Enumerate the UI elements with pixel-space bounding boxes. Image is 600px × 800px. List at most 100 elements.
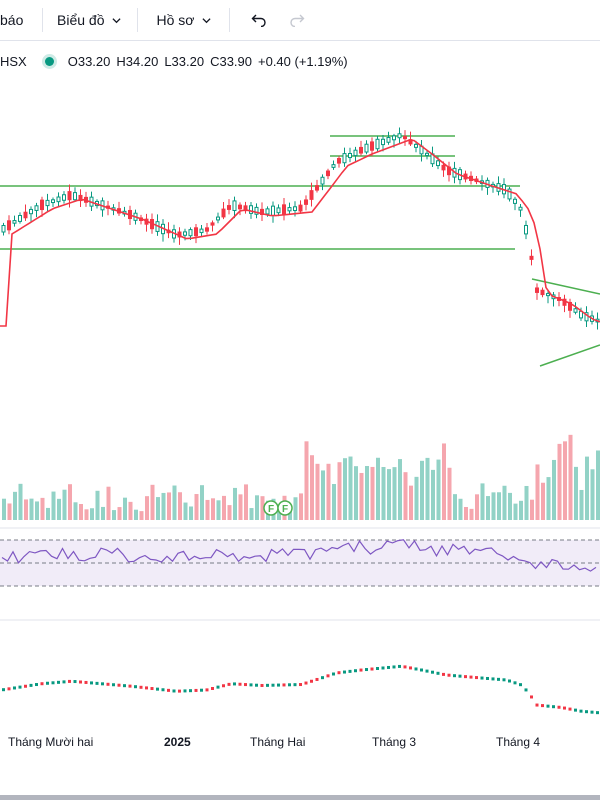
volume-bar: [13, 491, 17, 520]
lower-candle: [84, 680, 88, 684]
profile-menu-button[interactable]: Hồ sơ: [156, 0, 212, 40]
candlesticks: [1, 127, 600, 330]
volume-bar: [24, 499, 28, 520]
volume-bar: [530, 499, 534, 520]
candle-body: [45, 199, 50, 207]
event-marker[interactable]: F: [263, 500, 279, 516]
volume-bar: [46, 507, 50, 520]
lower-candle: [431, 670, 434, 674]
undo-button[interactable]: [244, 0, 274, 40]
lower-candle: [222, 684, 225, 688]
top-toolbar: báo Biểu đồ Hồ sơ: [0, 0, 600, 41]
lower-candle: [535, 703, 539, 707]
candle-body: [232, 200, 237, 211]
exchange-label[interactable]: HSX: [0, 53, 27, 69]
volume-bar: [90, 508, 94, 520]
lower-candle: [376, 667, 379, 670]
volume-bar: [497, 492, 501, 520]
candle-body: [205, 227, 209, 232]
volume-bar: [348, 456, 353, 520]
lower-candle: [189, 689, 192, 693]
candle-body: [540, 289, 545, 296]
lower-candle: [183, 689, 187, 693]
rsi-line: [1, 539, 597, 572]
profile-menu-label: Hồ sơ: [156, 12, 195, 28]
lower-candle: [134, 685, 137, 689]
volume-bar: [381, 466, 386, 520]
lower-candle: [35, 683, 38, 687]
lower-candle: [145, 686, 148, 690]
lower-candle: [304, 681, 308, 685]
candle-body: [359, 146, 363, 154]
lower-candle: [497, 677, 500, 681]
volume-bar: [134, 509, 138, 520]
volume-bar: [260, 496, 265, 520]
volume-bar: [40, 497, 45, 520]
lower-candle: [513, 681, 517, 685]
bottom-scrollbar[interactable]: [0, 795, 600, 800]
volume-bar: [486, 496, 490, 520]
candle-body: [216, 216, 220, 221]
candle-body: [73, 192, 77, 201]
candle-body: [34, 205, 39, 211]
time-axis-label: 2025: [164, 735, 191, 749]
volume-bar: [398, 459, 402, 520]
event-marker-label: F: [282, 504, 288, 515]
volume-bar: [304, 441, 309, 520]
volume-bar: [29, 498, 34, 520]
candle-body: [238, 204, 242, 210]
volume-bar: [79, 503, 83, 520]
toolbar-divider: [229, 8, 231, 32]
volume-bar: [321, 470, 325, 520]
lower-candle: [51, 681, 55, 685]
lower-candle: [62, 680, 66, 684]
lower-candle: [475, 676, 478, 680]
redo-button[interactable]: [282, 0, 312, 40]
lower-candle: [574, 708, 577, 712]
volume-bar: [244, 484, 248, 520]
lower-candle: [557, 705, 561, 709]
lower-candle: [200, 688, 203, 692]
lower-candle: [24, 684, 27, 688]
lower-candle: [541, 704, 544, 708]
rsi-band: [0, 540, 600, 586]
candle-body: [386, 136, 391, 143]
volume-bar: [238, 494, 243, 520]
volume-bar: [123, 497, 127, 520]
volume-bar: [447, 467, 452, 520]
lower-candle: [403, 665, 407, 669]
candle-body: [293, 206, 297, 212]
lower-candle: [568, 707, 572, 711]
lower-candle: [260, 683, 264, 687]
volume-bar: [216, 500, 221, 520]
volume-bar: [370, 466, 375, 520]
volume-bar: [403, 472, 408, 520]
lower-candle: [233, 682, 236, 686]
volume-bar: [469, 508, 474, 520]
candle-body: [397, 133, 402, 139]
lower-candle: [249, 683, 253, 687]
volume-bar: [128, 501, 133, 520]
lower-candle: [271, 683, 275, 687]
chevron-down-icon: [112, 17, 122, 23]
volume-bar: [436, 459, 441, 520]
lower-candle: [310, 679, 313, 683]
chart-menu-button[interactable]: Biểu đồ: [57, 0, 122, 40]
lower-candle: [29, 683, 33, 687]
candle-body: [425, 152, 429, 156]
lower-candle: [354, 669, 357, 673]
candle-body: [370, 141, 374, 151]
lower-candle: [585, 710, 588, 714]
volume-bar: [2, 498, 6, 520]
alert-button[interactable]: báo: [0, 0, 32, 40]
candle-body: [12, 220, 17, 224]
volume-bar: [541, 482, 545, 520]
candle-body: [199, 228, 204, 234]
lower-pane-candles: [2, 664, 599, 715]
candle-body: [320, 176, 325, 185]
event-marker[interactable]: F: [277, 500, 293, 516]
lower-candle: [211, 687, 214, 690]
volume-bar: [183, 502, 188, 520]
volume-bar: [95, 490, 100, 520]
